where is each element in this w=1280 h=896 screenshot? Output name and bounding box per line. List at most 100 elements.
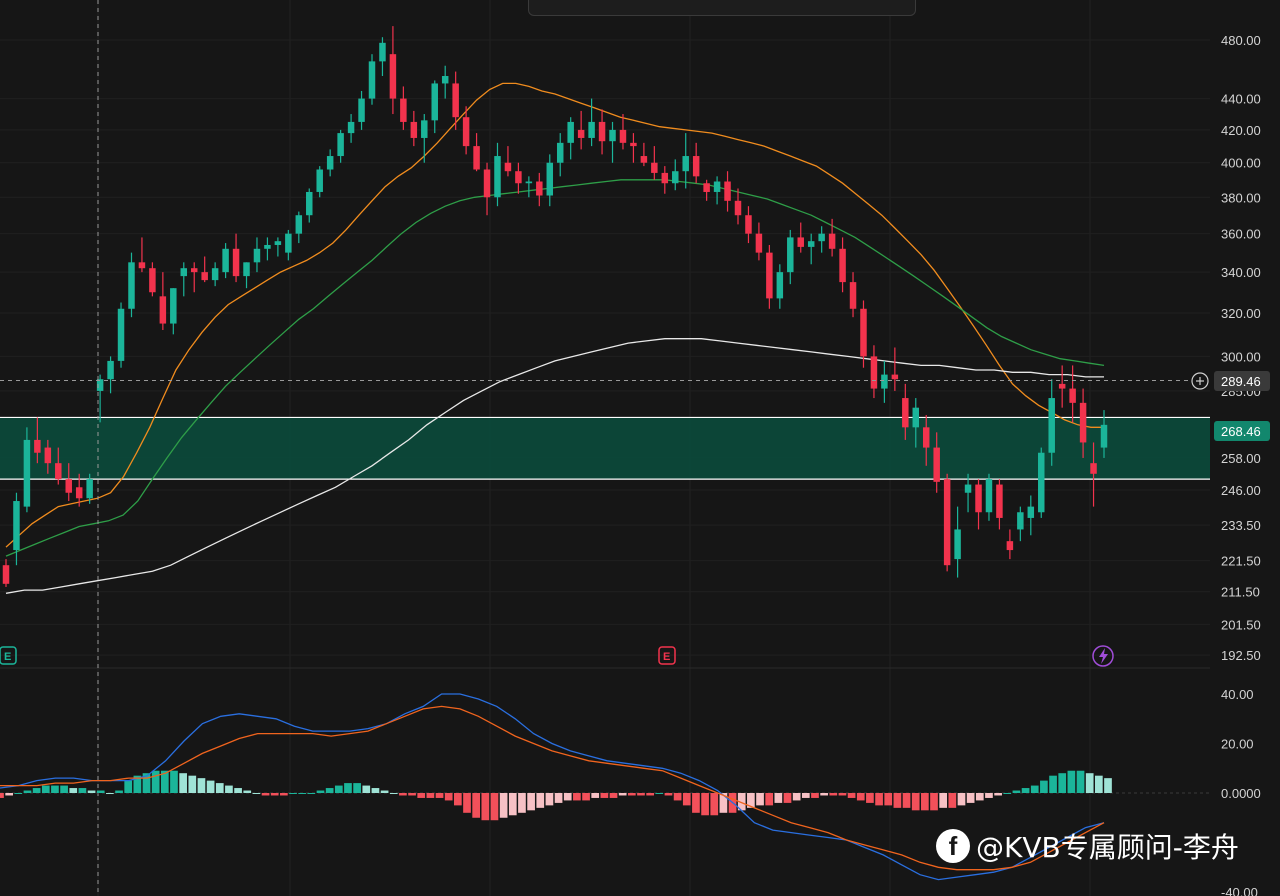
macd-histogram-bar <box>463 793 471 813</box>
candle-body <box>630 142 637 147</box>
macd-axis-tick: -40.00 <box>1221 885 1258 896</box>
add-alert-icon[interactable] <box>1191 372 1209 390</box>
macd-histogram-bar <box>911 793 920 811</box>
macd-histogram-bar <box>60 785 68 793</box>
macd-histogram-bar <box>811 793 819 798</box>
candle-body <box>441 76 449 84</box>
macd-histogram-bar <box>32 788 41 793</box>
candle-body <box>117 308 125 361</box>
price-axis-tick: 192.50 <box>1221 648 1261 663</box>
drawing-toolbar[interactable] <box>528 0 916 16</box>
macd-histogram-bar <box>490 793 499 821</box>
macd-histogram-bar <box>270 793 279 796</box>
candle-body <box>703 183 710 192</box>
last-price-label: 268.46 <box>1221 424 1261 439</box>
macd-histogram-bar <box>78 788 87 793</box>
macd-histogram-bar <box>280 793 288 796</box>
macd-histogram-bar <box>353 783 361 793</box>
candle-body <box>285 233 292 253</box>
candle-body <box>672 171 679 184</box>
macd-histogram-bar <box>893 793 902 808</box>
candle-body <box>34 439 41 453</box>
macd-histogram-bar <box>408 793 416 796</box>
macd-histogram-bar <box>151 770 160 793</box>
price-tags: 289.46 268.46 <box>1191 371 1270 441</box>
candle-body <box>651 162 658 173</box>
macd-histogram-bar <box>627 793 636 796</box>
price-axis-tick: 440.00 <box>1221 92 1261 107</box>
candle-body <box>734 200 742 216</box>
price-axis-tick: 201.50 <box>1221 617 1261 632</box>
candle-body <box>922 427 930 448</box>
candle-body <box>2 565 10 584</box>
price-axis-tick: 233.50 <box>1221 518 1261 533</box>
candle-body <box>1090 463 1097 474</box>
candle-body <box>536 181 543 196</box>
macd-histogram-bar <box>618 793 627 796</box>
macd-histogram-bar <box>472 793 481 818</box>
macd-histogram-bar <box>1067 770 1076 793</box>
candle-body <box>745 215 752 234</box>
macd-histogram-bar <box>747 793 755 808</box>
macd-histogram-bar <box>188 775 197 793</box>
watermark: f @KVB专属顾问-李舟 <box>936 826 1239 866</box>
candle-body <box>933 447 940 482</box>
moving-averages <box>5 82 1105 594</box>
candle-body <box>546 162 554 196</box>
candle-body <box>828 233 836 249</box>
candle-body <box>452 83 459 118</box>
macd-histogram-bar <box>316 790 325 793</box>
macd-histogram-bar <box>160 770 169 793</box>
earnings-marker <box>0 646 17 665</box>
macd-histogram-bar <box>399 793 407 796</box>
last-price-tag <box>1214 421 1270 441</box>
earnings-marker <box>658 646 676 665</box>
macd-histogram-bar <box>1040 780 1048 793</box>
macd-histogram-bar <box>362 785 371 793</box>
candle-body <box>295 215 303 234</box>
candle-body <box>598 121 606 142</box>
candle-body <box>55 463 62 480</box>
price-axis-tick: 480.00 <box>1221 33 1261 48</box>
macd-histogram-bar <box>765 793 774 806</box>
candle-body <box>75 487 83 499</box>
candle-body <box>379 42 386 62</box>
macd-histogram-bar <box>1021 788 1030 793</box>
macd-histogram-bar <box>838 793 847 796</box>
candle-body <box>410 121 418 138</box>
lightning-icon-bolt <box>1099 648 1108 664</box>
macd-histogram-bar <box>454 793 462 806</box>
candle-body <box>1058 383 1066 389</box>
price-axis-tick: 320.00 <box>1221 306 1261 321</box>
macd-histogram-bar <box>563 793 572 801</box>
crosshair-price-label: 289.46 <box>1221 374 1261 389</box>
candle-body <box>23 439 31 507</box>
macd-histogram-bar <box>1085 773 1094 793</box>
candle-body <box>170 288 177 324</box>
macd-axis-tick: 20.00 <box>1221 737 1254 752</box>
macd-histogram-bar <box>875 793 883 806</box>
macd-histogram-bar <box>1030 785 1039 793</box>
macd-histogram-bar <box>966 793 975 803</box>
candle-body <box>347 121 355 134</box>
macd-histogram-bar <box>289 793 297 794</box>
candle-body <box>797 237 804 247</box>
macd-histogram-bar <box>609 793 618 798</box>
candle-body <box>462 117 470 147</box>
candle-body <box>128 262 135 309</box>
crosshair-price-tag[interactable] <box>1214 371 1270 391</box>
candle-body <box>964 484 972 493</box>
macd-histogram-bar <box>426 793 435 798</box>
candle-body <box>431 83 438 121</box>
macd-histogram-bar <box>536 793 545 808</box>
candle-body <box>640 156 648 163</box>
macd-histogram-bar <box>389 793 398 794</box>
macd-histogram-bar <box>737 793 746 811</box>
crosshair <box>0 0 1190 896</box>
candle-body <box>525 181 533 184</box>
macd-histogram-bar <box>692 793 700 813</box>
macd-histogram-bar <box>261 793 270 796</box>
earnings-marker-label: E <box>4 651 11 663</box>
